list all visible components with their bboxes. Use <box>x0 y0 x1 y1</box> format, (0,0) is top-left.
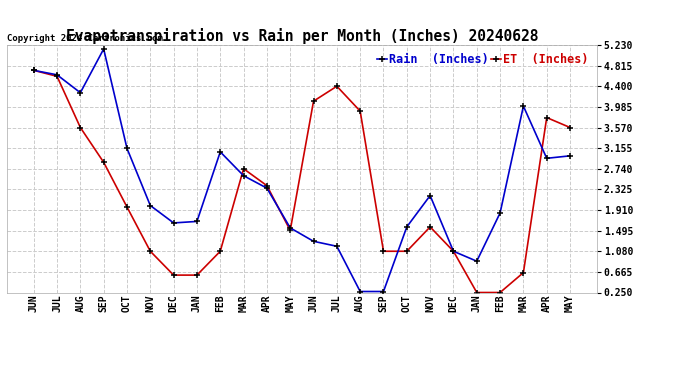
ET  (Inches) <box>216 249 224 254</box>
Rain  (Inches) <box>309 239 317 243</box>
ET  (Inches) <box>380 249 388 254</box>
ET  (Inches) <box>286 228 295 232</box>
ET  (Inches) <box>193 273 201 278</box>
ET  (Inches) <box>426 225 434 229</box>
ET  (Inches) <box>263 183 271 188</box>
ET  (Inches) <box>99 160 108 165</box>
Rain  (Inches) <box>426 194 434 198</box>
ET  (Inches) <box>170 273 178 278</box>
ET  (Inches) <box>520 270 528 275</box>
ET  (Inches) <box>123 205 131 209</box>
Rain  (Inches) <box>170 220 178 225</box>
Rain  (Inches) <box>216 150 224 154</box>
Rain  (Inches) <box>473 259 481 264</box>
Line: Rain  (Inches): Rain (Inches) <box>30 45 573 295</box>
ET  (Inches) <box>30 68 38 73</box>
Rain  (Inches) <box>333 244 341 249</box>
Rain  (Inches) <box>193 219 201 224</box>
Rain  (Inches) <box>99 47 108 51</box>
ET  (Inches) <box>356 109 364 113</box>
Rain  (Inches) <box>496 211 504 215</box>
Rain  (Inches) <box>566 154 574 158</box>
Title: Evapotranspiration vs Rain per Month (Inches) 20240628: Evapotranspiration vs Rain per Month (In… <box>66 28 538 44</box>
Rain  (Inches) <box>403 225 411 229</box>
Rain  (Inches) <box>263 186 271 190</box>
ET  (Inches) <box>76 125 84 130</box>
Rain  (Inches) <box>123 146 131 151</box>
Rain  (Inches) <box>239 174 248 178</box>
Rain  (Inches) <box>76 90 84 95</box>
ET  (Inches) <box>146 249 155 254</box>
Rain  (Inches) <box>30 68 38 73</box>
ET  (Inches) <box>403 249 411 254</box>
Rain  (Inches) <box>449 249 457 254</box>
ET  (Inches) <box>309 99 317 104</box>
Rain  (Inches) <box>520 104 528 108</box>
ET  (Inches) <box>333 84 341 88</box>
ET  (Inches) <box>449 249 457 254</box>
ET  (Inches) <box>542 115 551 120</box>
Legend: Rain  (Inches), ET  (Inches): Rain (Inches), ET (Inches) <box>375 51 591 69</box>
Rain  (Inches) <box>542 156 551 160</box>
Rain  (Inches) <box>53 73 61 77</box>
ET  (Inches) <box>496 290 504 295</box>
ET  (Inches) <box>239 166 248 171</box>
Rain  (Inches) <box>356 289 364 294</box>
Text: Copyright 2024 Cartronics.com: Copyright 2024 Cartronics.com <box>7 33 163 42</box>
ET  (Inches) <box>566 125 574 130</box>
Rain  (Inches) <box>380 289 388 294</box>
ET  (Inches) <box>53 74 61 78</box>
Line: ET  (Inches): ET (Inches) <box>30 67 573 296</box>
ET  (Inches) <box>473 290 481 295</box>
Rain  (Inches) <box>286 226 295 230</box>
Rain  (Inches) <box>146 203 155 208</box>
